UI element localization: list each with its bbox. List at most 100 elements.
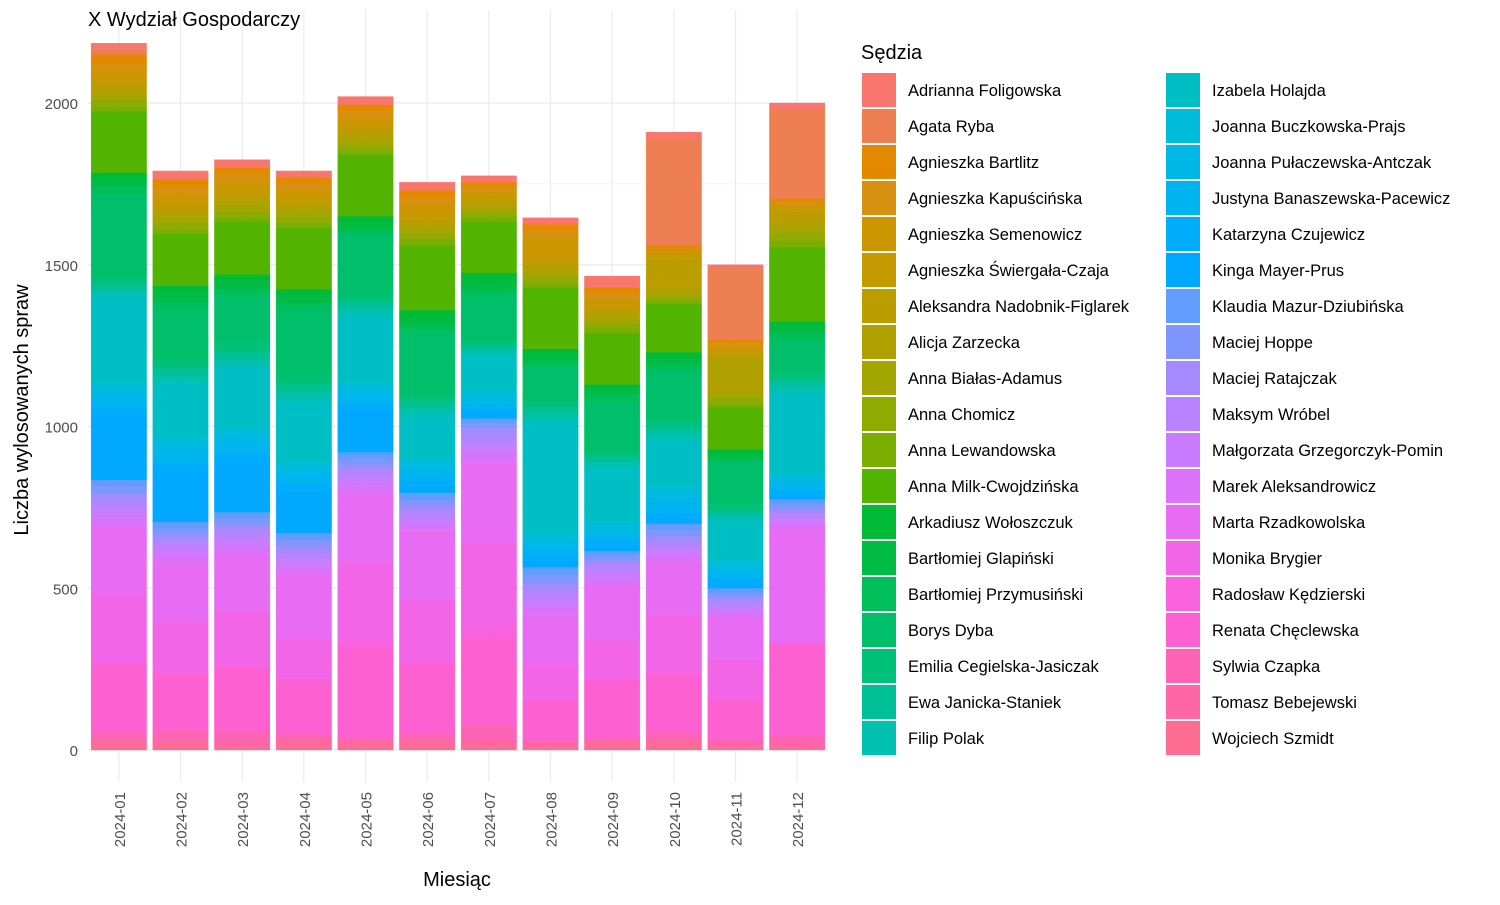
bar-segment [460,427,517,438]
bar-segment [707,588,764,594]
bar-segment [337,135,394,141]
bar-segment [399,309,456,319]
bar-segment [645,613,702,675]
bar-segment [584,639,641,681]
legend-key [862,253,896,287]
legend-key [1166,721,1200,755]
bar-segment [214,730,271,741]
bar-segment [707,392,764,398]
bar-segment [584,457,641,463]
bar-segment [214,460,271,513]
bar-segment [769,240,826,248]
bar-segment [152,463,209,471]
bar-stack-2024-06 [399,182,456,751]
bar-segment [214,295,271,343]
bar-segment [460,186,517,193]
bar-segment [152,170,209,180]
bar-segment [90,186,147,196]
legend-label: Emilia Cegielska-Jasiczak [908,658,1099,676]
bar-segment [214,740,271,747]
legend-key [862,469,896,503]
bar-segment [399,465,456,472]
bar-segment [275,190,332,197]
legend-key [1166,613,1200,647]
bar-segment [399,415,456,459]
bar-segment [337,646,394,738]
bar-segment [214,518,271,526]
bar-segment [645,364,702,372]
bar-segment [707,347,764,351]
bar-segment [90,518,147,529]
bar-segment [584,387,641,395]
bar-segment [769,198,826,202]
bar-segment [460,345,517,351]
bar-segment [399,531,456,600]
legend-label: Maciej Ratajczak [1212,370,1337,388]
legend-key [1166,73,1200,107]
bar-stack-2024-11 [707,264,764,751]
bar-segment [460,191,517,196]
legend-item: Małgorzata Grzegorczyk-Pomin [1166,433,1443,467]
legend-key [1166,685,1200,719]
x-tick-label: 2024-01 [112,792,129,847]
legend-key [862,685,896,719]
bar-segment [460,220,517,273]
bar-segment [337,478,394,487]
bar-segment [337,486,394,495]
bar-segment [707,607,764,613]
bar-segment [707,403,764,408]
bar-segment [522,554,579,561]
bar-segment [214,288,271,296]
bar-segment [460,350,517,356]
bar-segment [399,317,456,327]
bar-segment [90,54,147,65]
bar-segment [645,523,702,531]
bar-segment [152,743,209,751]
bar-stack-2024-02 [152,170,209,751]
bar-segment [399,330,456,396]
bar-segment [337,308,394,316]
bar-segment [522,583,579,592]
bar-segment [152,547,209,557]
bar-segment [90,106,147,112]
bar-segment [90,64,147,70]
x-tick-label: 2024-04 [297,792,314,847]
bar-segment [522,256,579,264]
bar-segment [460,390,517,398]
bar-segment [707,339,764,343]
x-tick-label: 2024-02 [174,792,191,847]
bar-segment [214,167,271,175]
bar-segment [337,382,394,390]
legend-item: Maciej Ratajczak [1166,361,1337,395]
bar-segment [707,743,764,747]
bar-segment [645,562,702,615]
bar-segment [152,211,209,218]
legend-item: Adrianna Foligowska [862,73,1062,107]
bar-segment [214,204,271,212]
bar-segment [584,560,641,566]
legend-item: Marta Rzadkowolska [1166,505,1366,539]
bar-segment [707,264,764,269]
bar-segment [522,599,579,608]
bar-segment [584,555,641,561]
bar-segment [152,201,209,207]
bar-segment [214,512,271,519]
bar-segment [645,673,702,733]
bar-segment [90,83,147,91]
bar-segment [707,699,764,739]
legend-item: Anna Milk-Cwojdzińska [862,469,1079,503]
bar-segment [152,285,209,293]
bar-segment [337,458,394,466]
bar-segment [90,738,147,744]
bar-segment [460,216,517,222]
bar-segment [275,377,332,387]
legend-label: Filip Polak [908,730,985,748]
bar-segment [522,237,579,257]
bar-segment [337,494,394,563]
legend-label: Anna Chomicz [908,406,1015,424]
bar-segment [707,602,764,608]
bar-segment [275,539,332,547]
bar-segment [584,298,641,306]
legend-key [862,109,896,143]
